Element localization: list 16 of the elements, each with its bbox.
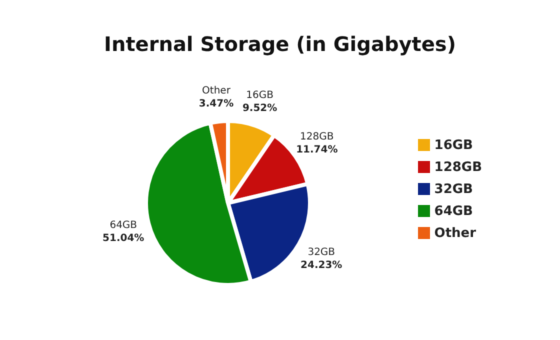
- slice-label: 16GB: [246, 90, 274, 101]
- legend-label: 64GB: [434, 204, 473, 219]
- legend-label: Other: [434, 226, 476, 241]
- slice-label: 32GB: [308, 247, 336, 258]
- slice-label: 64GB: [110, 220, 138, 231]
- data-label: 3.47%: [198, 98, 234, 110]
- legend-label: 16GB: [434, 138, 473, 153]
- slice-label: 128GB: [300, 132, 334, 143]
- data-label: 11.74%: [296, 144, 338, 156]
- legend-label: 32GB: [434, 182, 473, 197]
- slice-label: Other: [202, 86, 232, 97]
- data-label: 24.23%: [300, 260, 342, 272]
- data-label: 9.52%: [242, 102, 278, 114]
- chart-title: Internal Storage (in Gigabytes): [103, 32, 457, 56]
- legend-label: 128GB: [434, 160, 482, 175]
- data-label: 51.04%: [102, 232, 144, 244]
